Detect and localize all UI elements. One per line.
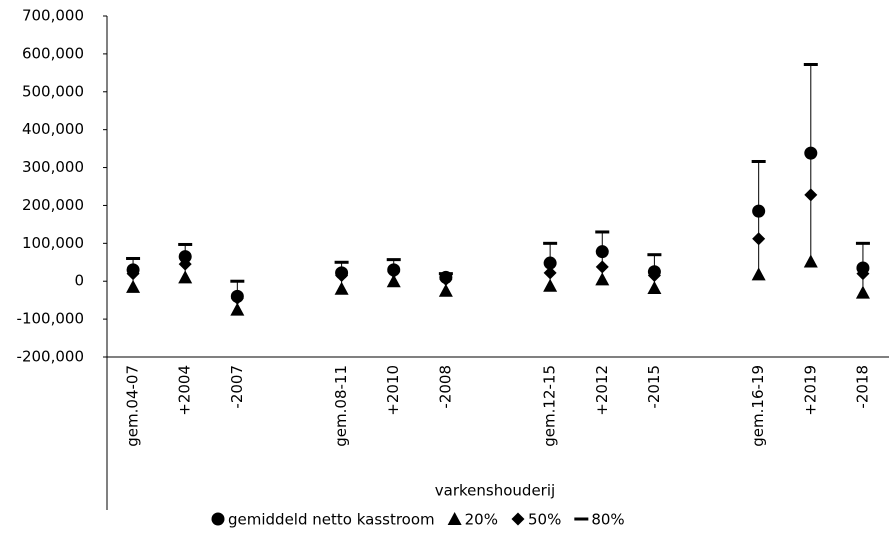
legend-marker: [511, 512, 525, 526]
marker: [334, 260, 349, 264]
y-tick-label: 300,000: [22, 158, 84, 176]
marker: [387, 265, 401, 279]
marker: [178, 257, 192, 271]
marker: [803, 62, 818, 66]
x-axis-title: varkenshouderij: [435, 482, 555, 500]
y-tick-label: -100,000: [17, 310, 84, 328]
marker: [438, 272, 453, 276]
marker: [647, 281, 662, 295]
x-tick-label: gem.04-07: [124, 365, 142, 447]
legend-marker: [447, 512, 462, 525]
marker: [543, 278, 558, 292]
marker: [386, 274, 401, 288]
marker: [543, 256, 557, 270]
marker: [751, 267, 766, 281]
x-tick-label: +2004: [176, 365, 194, 416]
marker: [647, 269, 661, 283]
x-tick-label: -2008: [436, 365, 454, 409]
marker: [178, 242, 193, 246]
marker: [855, 241, 870, 245]
x-tick-label: gem.16-19: [749, 365, 767, 447]
marker: [752, 204, 766, 218]
marker: [595, 245, 609, 259]
x-tick-label: gem.08-11: [332, 365, 350, 447]
marker: [126, 267, 140, 281]
marker: [856, 267, 870, 281]
marker: [439, 272, 453, 286]
x-tick-label: -2015: [645, 365, 663, 409]
legend-label: gemiddeld netto kasstroom: [228, 511, 435, 529]
x-tick-label: +2012: [593, 365, 611, 416]
marker: [230, 279, 245, 283]
y-tick-label: 700,000: [22, 7, 84, 25]
marker: [855, 285, 870, 299]
x-tick-label: -2018: [853, 365, 871, 409]
x-tick-label: +2019: [801, 365, 819, 416]
y-tick-label: 0: [74, 272, 84, 290]
marker: [543, 266, 557, 280]
marker: [803, 254, 818, 268]
y-tick-label: 100,000: [22, 234, 84, 252]
marker: [178, 250, 192, 264]
x-tick-label: +2010: [384, 365, 402, 416]
x-tick-label: -2007: [228, 365, 246, 409]
legend-label: 80%: [591, 511, 624, 529]
y-tick-label: 500,000: [22, 82, 84, 100]
legend-label: 50%: [528, 511, 561, 529]
marker: [386, 258, 401, 262]
legend-marker: [574, 517, 589, 521]
marker: [595, 260, 609, 274]
marker: [335, 269, 349, 283]
marker: [595, 272, 610, 286]
y-tick-label: 600,000: [22, 44, 84, 62]
marker: [438, 283, 453, 297]
marker: [178, 270, 193, 284]
marker: [751, 159, 766, 163]
marker: [647, 253, 662, 257]
legend-marker: [211, 512, 225, 526]
marker: [334, 281, 349, 295]
x-tick-label: gem.12-15: [541, 365, 559, 447]
marker: [804, 146, 818, 160]
y-tick-label: -200,000: [17, 348, 84, 366]
marker: [230, 302, 245, 316]
y-tick-label: 400,000: [22, 120, 84, 138]
marker: [595, 230, 610, 234]
y-tick-label: 200,000: [22, 196, 84, 214]
legend-label: 20%: [465, 511, 498, 529]
marker: [126, 256, 141, 260]
marker: [126, 279, 141, 293]
marker: [543, 241, 558, 245]
marker: [230, 291, 244, 305]
marker: [752, 232, 766, 246]
marker: [804, 188, 818, 202]
